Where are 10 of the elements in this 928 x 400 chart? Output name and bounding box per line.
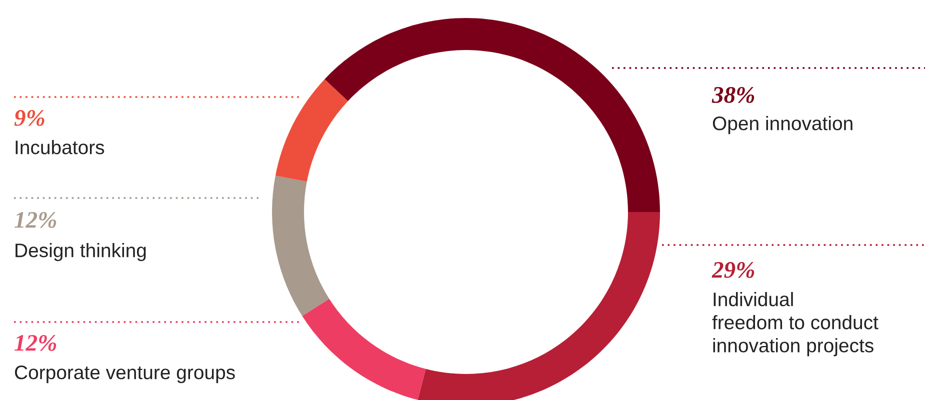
slice-label: Individual freedom to conduct innovation projects xyxy=(712,292,878,356)
slice-label: Open innovation xyxy=(712,116,852,134)
slice-label: Design thinking xyxy=(16,243,146,262)
slice-label: Corporate venture groups xyxy=(14,366,235,384)
data-label: 12% xyxy=(14,334,56,351)
data-label: 29% xyxy=(712,262,754,278)
data-label: 12% xyxy=(14,212,56,228)
slice-label: Incubators xyxy=(16,140,104,154)
data-label: 38% xyxy=(712,86,754,103)
data-label: 9% xyxy=(14,110,44,126)
